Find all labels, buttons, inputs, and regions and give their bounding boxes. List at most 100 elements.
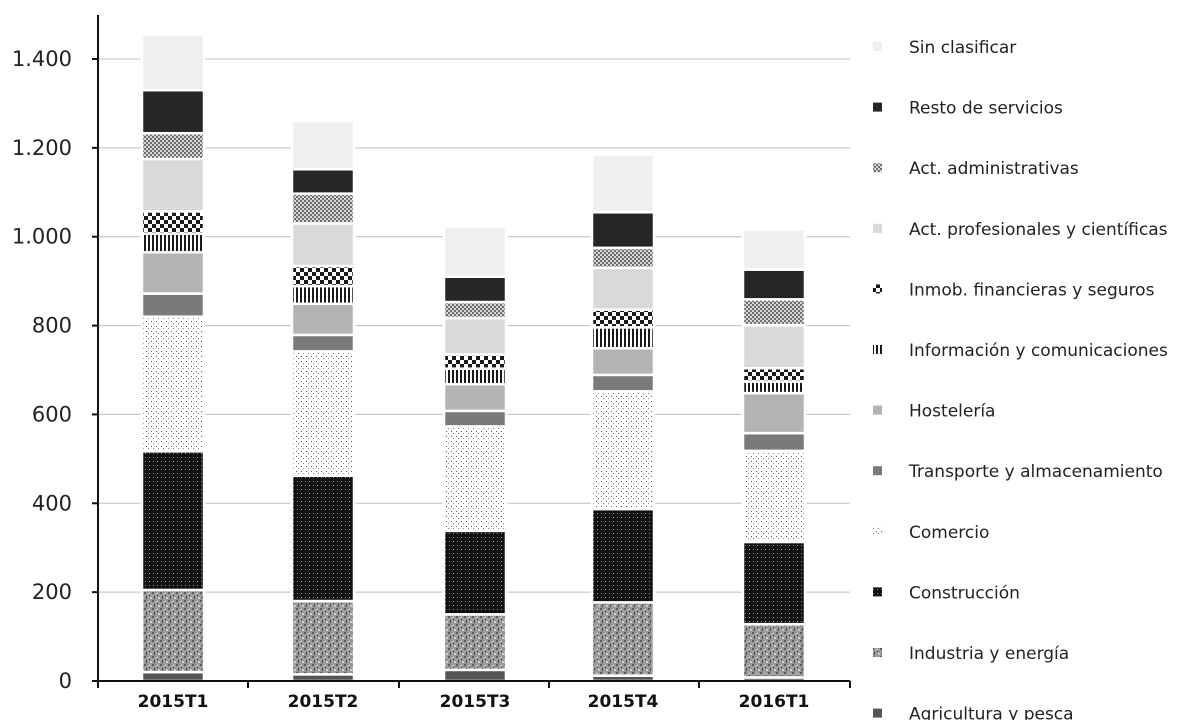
bar-segment — [741, 431, 807, 453]
bar-segment — [741, 366, 807, 383]
bar-segment — [140, 251, 206, 295]
legend-label: Agricultura y pesca — [909, 705, 1074, 720]
bar-segment — [290, 167, 356, 195]
bar-segment — [741, 268, 807, 301]
bars — [140, 33, 807, 683]
legend-swatch — [873, 526, 882, 536]
bar-segment — [590, 246, 656, 270]
bar-segment — [590, 211, 656, 250]
bar-segment — [290, 192, 356, 225]
bar-segment — [590, 346, 656, 377]
bar-segment — [140, 210, 206, 235]
legend-label: Hostelería — [909, 402, 995, 422]
legend: Sin clasificar Resto de servicios Act. adm… — [873, 38, 1168, 720]
bar-segment — [140, 450, 206, 592]
y-tick-label: 800 — [32, 314, 72, 338]
x-tick-label: 2015T4 — [588, 692, 659, 712]
bar-segment — [140, 315, 206, 453]
bar-segment — [590, 507, 656, 604]
legend-swatch — [873, 223, 882, 233]
bar-segment — [140, 88, 206, 135]
legend-swatch — [873, 102, 882, 112]
y-tick-label: 200 — [32, 580, 72, 604]
legend-label: Industria y energía — [909, 644, 1069, 664]
legend-swatch — [873, 345, 882, 354]
bar-segment — [442, 425, 508, 533]
bar-segment — [290, 333, 356, 353]
legend-swatch — [873, 405, 882, 415]
x-tick-label: 2015T3 — [440, 692, 511, 712]
y-tick-label: 0 — [59, 669, 72, 693]
bar-stack-2015T4 — [590, 153, 656, 683]
bar-stack-2016T1 — [741, 228, 807, 683]
legend-label: Construcción — [909, 583, 1020, 603]
legend-label: Act. profesionales y científicas — [909, 220, 1168, 240]
bar-segment — [140, 292, 206, 318]
bar-segment — [290, 284, 356, 306]
legend-swatch — [873, 587, 882, 597]
legend-label: Act. administrativas — [909, 159, 1079, 179]
legend-label: Información y comunicaciones — [909, 341, 1168, 361]
bar-segment — [442, 529, 508, 616]
x-tick-label: 2015T1 — [138, 692, 209, 712]
legend-swatch — [873, 42, 882, 51]
y-tick-label: 1.400 — [12, 47, 72, 71]
bar-stack-2015T3 — [442, 225, 508, 683]
bar-segment — [140, 232, 206, 254]
x-tick-label: 2016T1 — [739, 692, 810, 712]
bar-segment — [290, 119, 356, 171]
legend-swatch — [873, 284, 882, 294]
bar-segment — [442, 316, 508, 356]
y-tick-label: 400 — [32, 491, 72, 515]
bar-segment — [442, 353, 508, 370]
bar-stack-2015T1 — [140, 33, 206, 683]
bar-segment — [442, 225, 508, 278]
y-tick-label: 1.000 — [12, 225, 72, 249]
bar-segment — [741, 622, 807, 679]
bar-segment — [140, 588, 206, 674]
bar-segment — [140, 131, 206, 161]
bar-segment — [442, 275, 508, 304]
legend-label: Transporte y almacenamiento — [908, 462, 1163, 482]
bar-segment — [290, 474, 356, 603]
legend-label: Inmob. financieras y seguros — [909, 280, 1155, 300]
legend-swatch — [873, 708, 882, 718]
bar-segment — [590, 601, 656, 677]
bar-segment — [290, 264, 356, 288]
bar-segment — [442, 613, 508, 672]
bar-segment — [442, 668, 508, 683]
bar-segment — [442, 367, 508, 386]
bar-segment — [140, 670, 206, 683]
bar-segment — [442, 409, 508, 428]
legend-swatch — [873, 466, 882, 476]
bar-segment — [741, 323, 807, 370]
y-tick-label: 1.200 — [12, 136, 72, 160]
bar-segment — [741, 449, 807, 544]
y-tick-label: 600 — [32, 402, 72, 426]
legend-swatch — [873, 648, 882, 657]
bar-segment — [590, 326, 656, 350]
bar-segment — [590, 266, 656, 311]
bar-segment — [290, 350, 356, 477]
bar-segment — [590, 390, 656, 511]
bar-segment — [741, 298, 807, 327]
axes: 0 200 400 600 800 1.000 1.200 1.400 2015T1 2015T2… — [12, 15, 851, 712]
bar-stack-2015T2 — [290, 119, 356, 683]
bar-segment — [741, 540, 807, 626]
bar-segment — [290, 599, 356, 676]
bar-segment — [741, 391, 807, 435]
bar-segment — [140, 33, 206, 92]
bar-segment — [290, 222, 356, 268]
bar-segment — [590, 373, 656, 393]
legend-label: Sin clasificar — [909, 38, 1016, 58]
legend-label: Resto de servicios — [909, 99, 1063, 119]
bar-segment — [442, 382, 508, 413]
bar-segment — [290, 302, 356, 337]
bar-segment — [140, 157, 206, 213]
bar-segment — [590, 153, 656, 214]
legend-label: Comercio — [909, 523, 989, 543]
bar-segment — [741, 228, 807, 271]
legend-swatch — [873, 163, 882, 173]
bar-segment — [741, 380, 807, 395]
